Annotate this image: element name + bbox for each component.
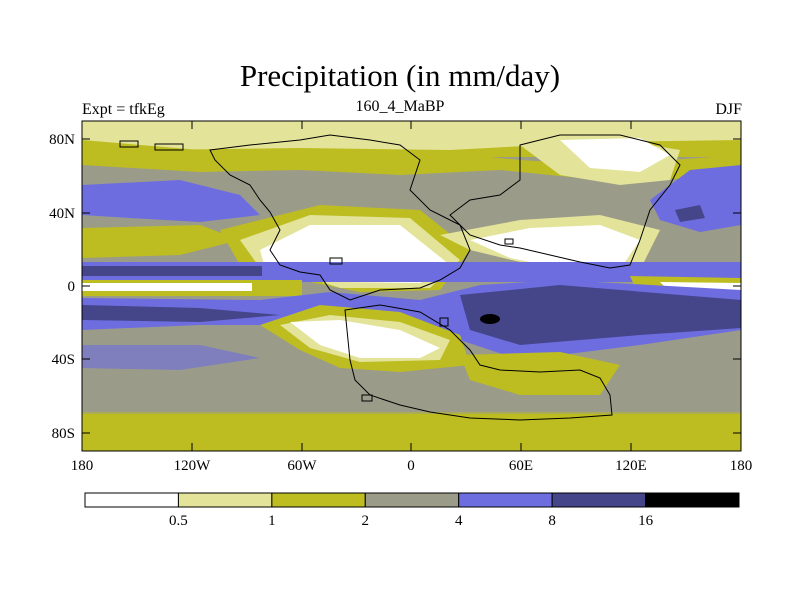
- colorbar-level-label: 8: [548, 513, 556, 529]
- lon-label-120w: 120W: [174, 458, 212, 474]
- colorbar-box: [364, 492, 460, 508]
- experiment-label: Expt = tfkEg: [82, 101, 165, 118]
- time-label: 160_4_MaBP: [355, 98, 445, 115]
- lat-label-40s: 40S: [52, 352, 75, 368]
- colorbar-level-label: 1: [268, 513, 276, 529]
- lon-labels: 180 120W 60W 0 60E 120E 180: [71, 458, 753, 474]
- colorbar-level-label: 0.5: [169, 513, 188, 529]
- colorbar-box: [645, 492, 740, 508]
- colorbar: [84, 492, 740, 508]
- plot-title: Precipitation (in mm/day): [239, 58, 561, 93]
- colorbar-level-label: 4: [455, 513, 463, 529]
- lon-label-180w: 180: [71, 458, 94, 474]
- lon-label-0: 0: [407, 458, 415, 474]
- lat-label-40n: 40N: [49, 206, 75, 222]
- colorbar-level-label: 16: [638, 513, 654, 529]
- lon-label-180e: 180: [730, 458, 753, 474]
- colorbar-box: [271, 492, 366, 508]
- lat-labels: 80N 40N 0 40S 80S: [49, 132, 75, 442]
- colorbar-labels: 0.5 1 2 4 8 16: [169, 513, 654, 529]
- colorbar-box: [177, 492, 273, 508]
- lat-label-80n: 80N: [49, 132, 75, 148]
- map-field: [82, 121, 741, 451]
- colorbar-level-label: 2: [362, 513, 370, 529]
- colorbar-box: [551, 492, 647, 508]
- season-label: DJF: [715, 101, 742, 118]
- colorbar-box: [458, 492, 553, 508]
- colorbar-box: [84, 492, 179, 508]
- axis-ticks: [82, 121, 741, 451]
- coastline-outlines: [119, 134, 681, 421]
- lon-label-120e: 120E: [615, 458, 647, 474]
- lat-label-eq: 0: [68, 279, 76, 295]
- lon-label-60w: 60W: [287, 458, 317, 474]
- lat-label-80s: 80S: [52, 426, 75, 442]
- lon-label-60e: 60E: [509, 458, 533, 474]
